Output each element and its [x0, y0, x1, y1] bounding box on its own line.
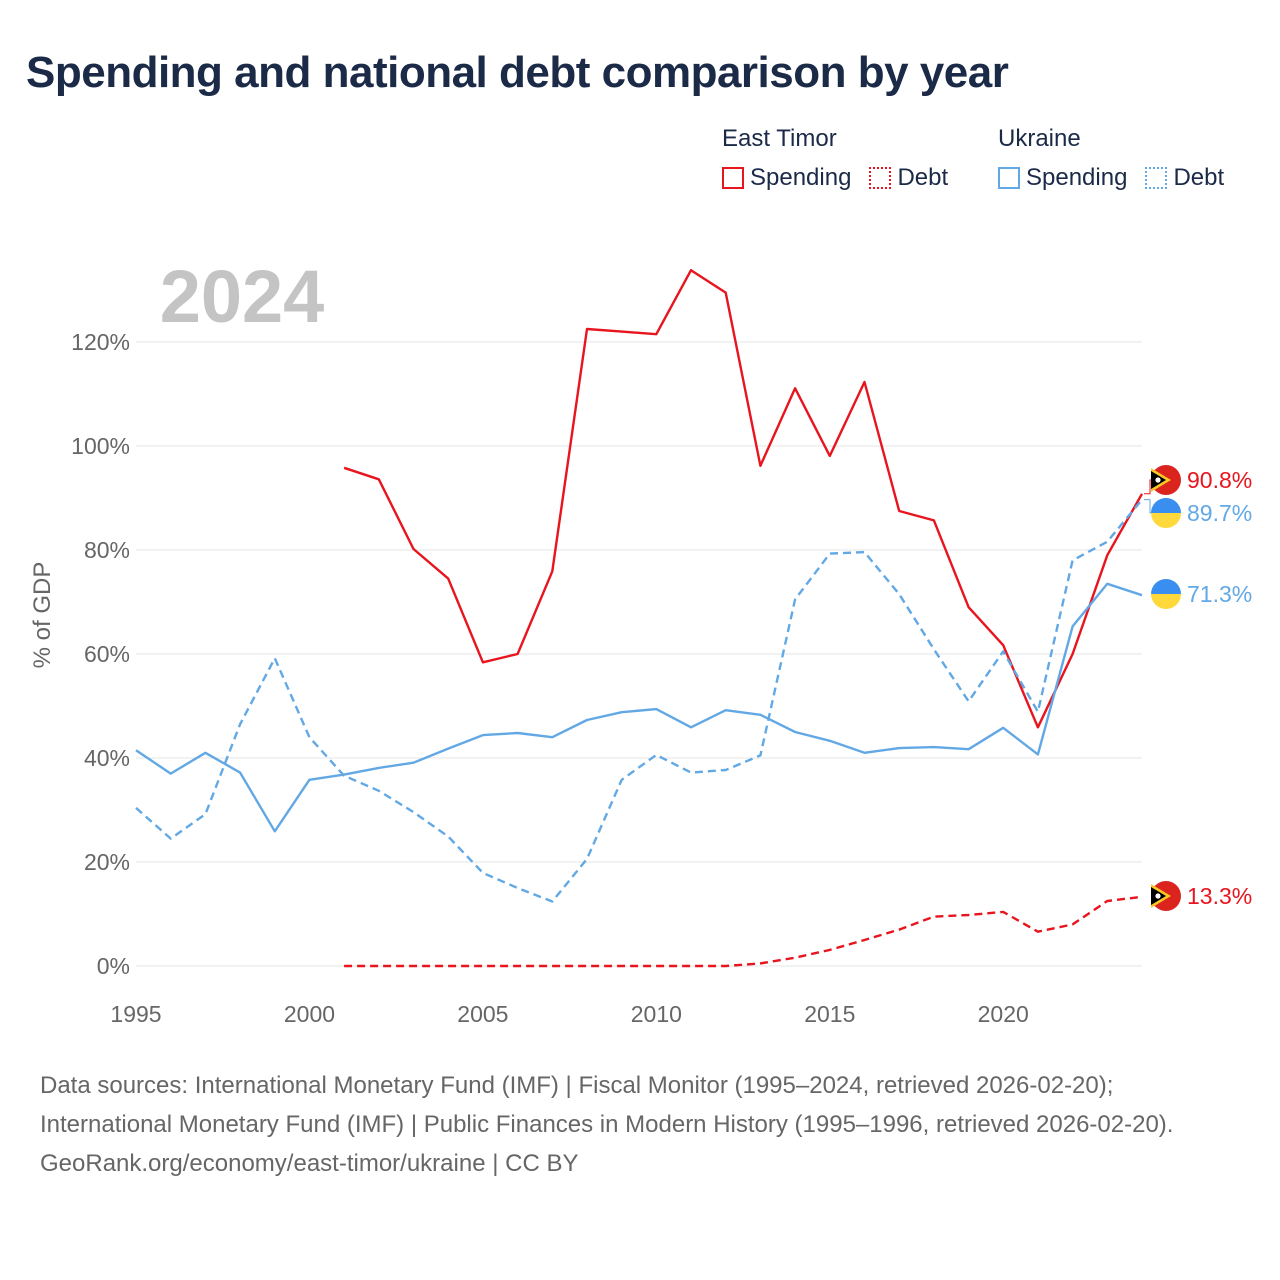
y-tick-label: 120%	[71, 329, 130, 355]
legend-group-ukraine: Ukraine Spending Debt	[998, 122, 1224, 192]
chart-title: Spending and national debt comparison by…	[26, 48, 1009, 97]
end-marker-ukraine-debt: 89.7%	[1144, 498, 1252, 528]
y-tick-label: 0%	[97, 953, 130, 979]
east-timor-flag-icon	[1151, 465, 1181, 495]
end-marker-east-timor-spending: 90.8%	[1144, 465, 1252, 495]
x-tick-label: 2020	[978, 1001, 1029, 1027]
end-value-label: 90.8%	[1187, 467, 1252, 493]
y-axis-title: % of GDP	[29, 562, 56, 669]
legend-group-east-timor: East Timor Spending Debt	[722, 122, 948, 192]
label-connector	[1144, 479, 1151, 495]
series-line-ukraine-spending[interactable]	[135, 582, 1143, 833]
year-label: 2024	[160, 255, 325, 338]
legend-item-ukraine-debt[interactable]: Debt	[1145, 164, 1224, 192]
x-tick-label: 1995	[110, 1001, 161, 1027]
x-tick-label: 2010	[631, 1001, 682, 1027]
legend-item-label: Debt	[1173, 164, 1225, 191]
ukraine-flag-icon	[1151, 579, 1181, 609]
y-tick-label: 60%	[84, 641, 130, 667]
legend-swatch-dotted	[1145, 167, 1168, 189]
flag-yellow-half	[1151, 513, 1181, 528]
legend-group-title: East Timor	[722, 125, 837, 152]
legend-swatch-solid	[998, 167, 1020, 189]
data-sources: Data sources: International Monetary Fun…	[40, 1072, 1174, 1138]
y-tick-label: 40%	[84, 745, 130, 771]
x-tick-label: 2000	[284, 1001, 335, 1027]
line-chart: 2024 % of GDP 0% 20% 40% 60% 80% 100% 120% 199…	[29, 255, 1252, 1027]
legend-item-east-timor-debt[interactable]: Debt	[869, 164, 948, 192]
ukraine-flag-icon	[1151, 498, 1181, 528]
end-marker-ukraine-spending: 71.3%	[1151, 579, 1252, 609]
series-line-east-timor-spending[interactable]	[343, 269, 1144, 729]
flag-star	[1155, 477, 1161, 483]
legend-item-label: Debt	[897, 164, 949, 191]
legend-item-east-timor-spending[interactable]: Spending	[722, 164, 851, 192]
flag-blue-half	[1151, 498, 1181, 513]
y-tick-label: 20%	[84, 849, 130, 875]
y-tick-label: 80%	[84, 537, 130, 563]
label-connector	[1144, 499, 1151, 514]
east-timor-flag-icon	[1151, 881, 1181, 911]
legend-item-ukraine-spending[interactable]: Spending	[998, 164, 1127, 192]
end-value-label: 13.3%	[1187, 883, 1252, 909]
series-line-ukraine-debt[interactable]	[135, 498, 1143, 903]
x-tick-label: 2015	[804, 1001, 855, 1027]
series-line-east-timor-debt[interactable]	[344, 895, 1143, 968]
end-marker-east-timor-debt: 13.3%	[1151, 881, 1252, 911]
flag-blue-half	[1151, 579, 1181, 594]
end-value-label: 71.3%	[1187, 581, 1252, 607]
legend-group-title: Ukraine	[998, 125, 1081, 152]
x-tick-label: 2005	[457, 1001, 508, 1027]
legend-item-label: Spending	[750, 164, 852, 191]
flag-yellow-half	[1151, 594, 1181, 609]
end-value-label: 89.7%	[1187, 500, 1252, 526]
legend-swatch-dotted	[869, 167, 892, 189]
footer: Data sources: International Monetary Fun…	[40, 1066, 1240, 1183]
y-tick-label: 100%	[71, 433, 130, 459]
legend-swatch-solid	[722, 167, 744, 189]
credit-link[interactable]: GeoRank.org/economy/east-timor/ukraine |…	[40, 1150, 579, 1177]
flag-star	[1155, 893, 1161, 899]
legend-item-label: Spending	[1026, 164, 1128, 191]
